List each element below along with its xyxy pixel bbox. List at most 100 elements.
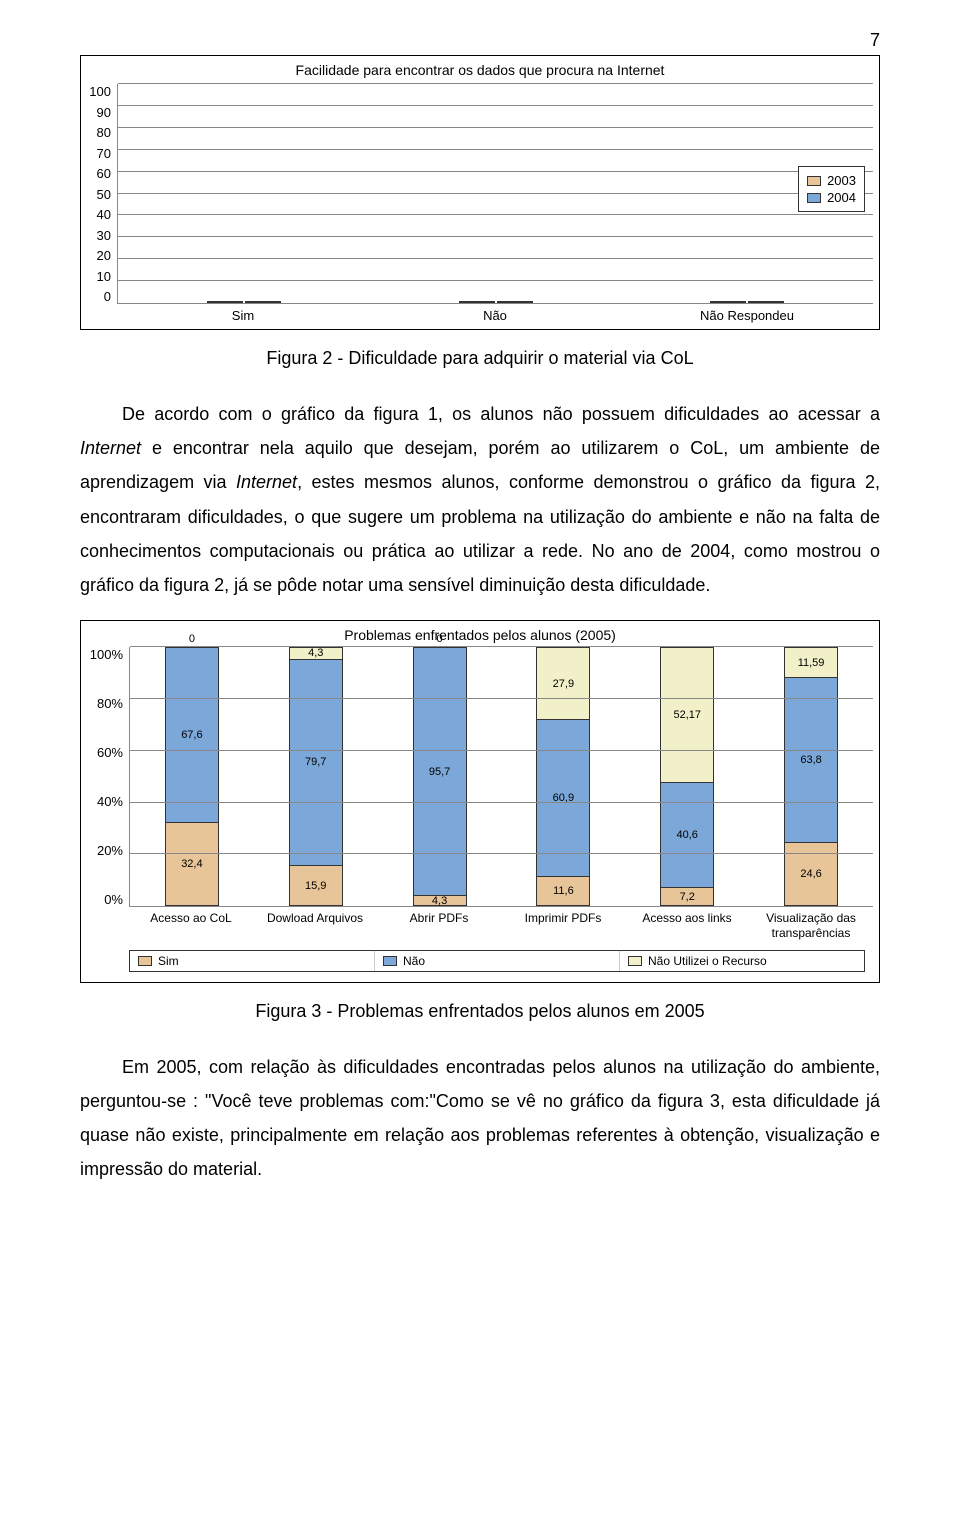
chart1-bar-group [621, 301, 873, 303]
chart2-segment: 27,9 [536, 647, 590, 719]
legend-swatch-nao [383, 956, 397, 966]
chart1-bar [710, 301, 746, 303]
chart1-ytick: 90 [87, 105, 111, 120]
chart1-bar [497, 301, 533, 303]
chart2-segment: 52,17 [660, 647, 714, 782]
legend-label-nao-utilizei: Não Utilizei o Recurso [648, 954, 767, 968]
chart2-area: 0%20%40%60%80%100% 32,467,6015,979,74,34… [87, 647, 873, 907]
chart2-stack-column: 24,663,811,59 [749, 647, 873, 906]
chart1-bar-group [370, 301, 622, 303]
chart1-yaxis: 0 10 20 30 40 50 60 70 80 90 100 [87, 84, 117, 304]
chart2-gridline [130, 646, 873, 647]
chart2-gridline [130, 750, 873, 751]
chart2-segment: 15,9 [289, 865, 343, 906]
chart1-bar [245, 301, 281, 303]
chart1-area: 0 10 20 30 40 50 60 70 80 90 100 [87, 84, 873, 304]
chart2-xlabel: Dowload Arquivos [253, 907, 377, 940]
chart2-segment: 40,6 [660, 782, 714, 887]
chart2-ytick: 100% [87, 647, 123, 662]
chart2-xlabel: Imprimir PDFs [501, 907, 625, 940]
chart2-xlabel: Visualização das transparências [749, 907, 873, 940]
chart1-ytick: 20 [87, 248, 111, 263]
chart2-yaxis: 0%20%40%60%80%100% [87, 647, 129, 907]
chart2-stack-column: 32,467,60 [130, 647, 254, 906]
chart2-stack-column: 7,240,652,17 [625, 647, 749, 906]
chart2-segment-label: 0 [413, 633, 467, 645]
chart1-ytick: 60 [87, 166, 111, 181]
chart1-bar [459, 301, 495, 303]
chart1-gridline [118, 280, 873, 281]
para1-italic-1: Internet [80, 438, 141, 458]
paragraph-1: De acordo com o gráfico da figura 1, os … [80, 397, 880, 602]
legend-label-nao: Não [403, 954, 425, 968]
chart2-xlabel: Abrir PDFs [377, 907, 501, 940]
chart2-stack-bar: 24,663,811,59 [784, 647, 838, 906]
chart2-segment: 32,4 [165, 822, 219, 906]
chart1-gridline [118, 171, 873, 172]
para1-italic-2: Internet [236, 472, 297, 492]
chart2-segment: 79,7 [289, 659, 343, 865]
chart2-ytick: 20% [87, 843, 123, 858]
chart2-segment-label: 0 [165, 633, 219, 645]
chart2-segment: 63,8 [784, 677, 838, 842]
chart2-container: Problemas enfrentados pelos alunos (2005… [80, 620, 880, 983]
chart1-title: Facilidade para encontrar os dados que p… [87, 62, 873, 78]
chart1-ytick: 80 [87, 125, 111, 140]
chart1-bar [207, 301, 243, 303]
chart1-ytick: 30 [87, 228, 111, 243]
figure1-caption: Figura 2 - Dificuldade para adquirir o m… [80, 348, 880, 369]
chart1-gridline [118, 258, 873, 259]
legend-label-sim: Sim [158, 954, 179, 968]
chart2-legend-nao: Não [374, 951, 619, 971]
figure2-caption: Figura 3 - Problemas enfrentados pelos a… [80, 1001, 880, 1022]
para2-text: Em 2005, com relação às dificuldades enc… [80, 1057, 880, 1180]
chart1-plot [117, 84, 873, 304]
chart1-ytick: 70 [87, 146, 111, 161]
chart1-gridline [118, 214, 873, 215]
chart2-legend-nao-utilizei: Não Utilizei o Recurso [619, 951, 864, 971]
chart1-gridline [118, 83, 873, 84]
chart2-xlabels: Acesso ao CoLDowload ArquivosAbrir PDFsI… [129, 907, 873, 940]
paragraph-2: Em 2005, com relação às dificuldades enc… [80, 1050, 880, 1187]
legend-item-2003: 2003 [807, 173, 856, 188]
legend-label-2003: 2003 [827, 173, 856, 188]
chart1-ytick: 0 [87, 289, 111, 304]
chart2-ytick: 0% [87, 892, 123, 907]
chart2-segment: 7,2 [660, 887, 714, 906]
legend-item-2004: 2004 [807, 190, 856, 205]
chart1-xlabel: Não [369, 304, 621, 323]
chart2-stack-column: 11,660,927,9 [501, 647, 625, 906]
chart2-ytick: 60% [87, 745, 123, 760]
chart1-gridline [118, 105, 873, 106]
legend-swatch-2003 [807, 176, 821, 186]
chart2-segment: 11,6 [536, 876, 590, 906]
chart2-stack-column: 4,395,70 [378, 647, 502, 906]
chart1-legend: 2003 2004 [798, 166, 865, 212]
chart1-gridline [118, 193, 873, 194]
chart1-ytick: 40 [87, 207, 111, 222]
chart1-ytick: 50 [87, 187, 111, 202]
legend-swatch-2004 [807, 193, 821, 203]
chart2-segment: 4,3 [413, 895, 467, 906]
chart1-ytick: 10 [87, 269, 111, 284]
chart2-plot: 32,467,6015,979,74,34,395,7011,660,927,9… [129, 647, 873, 907]
para1-part-a: De acordo com o gráfico da figura 1, os … [122, 404, 880, 424]
chart2-legend-sim: Sim [130, 951, 374, 971]
chart2-ytick: 40% [87, 794, 123, 809]
chart1-xlabels: SimNãoNão Respondeu [117, 304, 873, 323]
page-number: 7 [80, 30, 880, 51]
chart2-segment: 4,3 [289, 647, 343, 658]
chart2-stack-bar: 7,240,652,17 [660, 647, 714, 906]
chart2-xlabel: Acesso ao CoL [129, 907, 253, 940]
chart2-gridline [130, 698, 873, 699]
chart2-stack-bar: 11,660,927,9 [536, 647, 590, 906]
chart1-bars [118, 84, 873, 303]
legend-label-2004: 2004 [827, 190, 856, 205]
chart1-gridline [118, 236, 873, 237]
chart1-gridline [118, 127, 873, 128]
chart2-bars: 32,467,6015,979,74,34,395,7011,660,927,9… [130, 647, 873, 906]
chart2-segment: 95,7 [413, 647, 467, 895]
chart1-container: Facilidade para encontrar os dados que p… [80, 55, 880, 330]
chart2-segment: 24,6 [784, 842, 838, 906]
chart1-ytick: 100 [87, 84, 111, 99]
